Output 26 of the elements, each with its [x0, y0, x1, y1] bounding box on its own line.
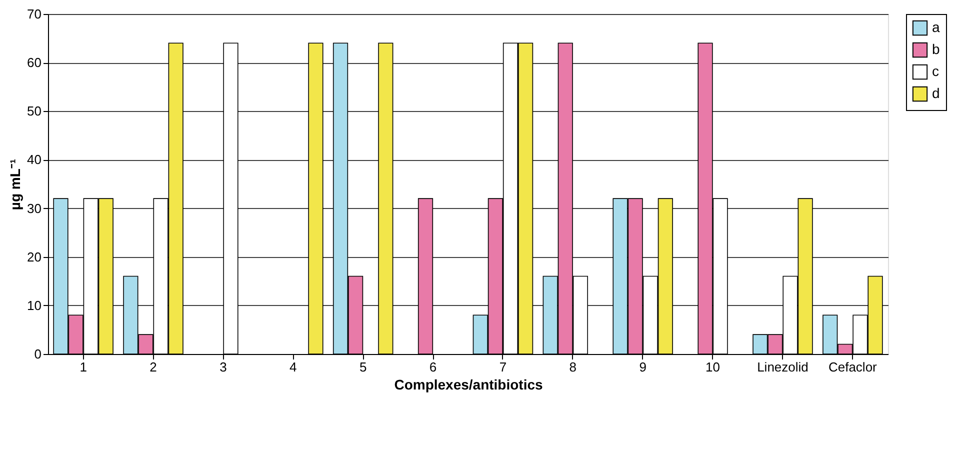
- legend-label: c: [932, 63, 939, 79]
- y-tick-label: 0: [34, 346, 42, 362]
- y-tick-label: 30: [27, 200, 42, 216]
- y-tick-label: 40: [27, 152, 42, 168]
- legend-label: a: [932, 19, 940, 35]
- x-tick-label: 6: [429, 360, 437, 374]
- legend-label: d: [932, 85, 940, 101]
- x-tick-label: 7: [499, 360, 507, 374]
- x-tick-label: 1: [80, 360, 87, 374]
- x-tick-label: Cefaclor: [828, 360, 878, 374]
- x-tick-label: 4: [290, 360, 297, 374]
- y-tick-label: 10: [27, 298, 42, 313]
- x-tick-label: 2: [150, 360, 157, 374]
- y-tick-label: 70: [27, 6, 42, 22]
- y-tick-label: 20: [27, 249, 42, 264]
- x-tick-label: 8: [569, 360, 577, 374]
- x-tick-label: 3: [220, 360, 227, 374]
- x-tick-label: Linezolid: [757, 360, 808, 374]
- x-tick-label: 9: [639, 360, 646, 374]
- y-axis-title: µg mL⁻¹: [7, 158, 24, 210]
- x-axis-title: Complexes/antibiotics: [394, 376, 544, 392]
- x-tick-label: 10: [706, 360, 720, 374]
- y-tick-label: 50: [27, 104, 42, 119]
- x-tick-label: 5: [359, 360, 367, 374]
- y-tick-label: 60: [27, 55, 42, 70]
- legend-label: b: [932, 41, 940, 57]
